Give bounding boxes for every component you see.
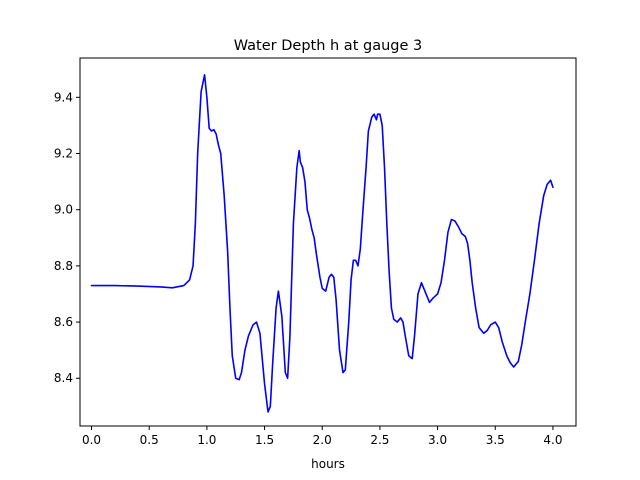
x-tick-label: 4.0	[543, 433, 562, 447]
chart-title: Water Depth h at gauge 3	[234, 38, 422, 54]
x-axis-label: hours	[311, 457, 345, 471]
y-tick-label: 9.4	[54, 90, 73, 104]
x-tick-label: 0.0	[82, 433, 101, 447]
x-tick-label: 0.5	[140, 433, 159, 447]
y-tick-label: 9.2	[54, 147, 73, 161]
x-tick-label: 2.0	[313, 433, 332, 447]
x-tick-label: 3.5	[486, 433, 505, 447]
x-tick-label: 3.0	[428, 433, 447, 447]
plot-area	[79, 57, 577, 427]
x-axis: 0.0 0.5 1.0 1.5 2.0 2.5 3.0 3.5 4.0	[82, 426, 562, 447]
y-axis: 8.4 8.6 8.8 9.0 9.2 9.4	[54, 90, 80, 385]
y-tick-label: 8.4	[54, 371, 73, 385]
x-tick-label: 1.5	[255, 433, 274, 447]
y-tick-label: 8.6	[54, 315, 73, 329]
x-tick-label: 2.5	[370, 433, 389, 447]
series-line-0	[90, 74, 554, 413]
x-tick-label: 1.0	[197, 433, 216, 447]
plot-frame	[79, 57, 577, 427]
y-tick-label: 9.0	[54, 203, 73, 217]
y-tick-label: 8.8	[54, 259, 73, 273]
